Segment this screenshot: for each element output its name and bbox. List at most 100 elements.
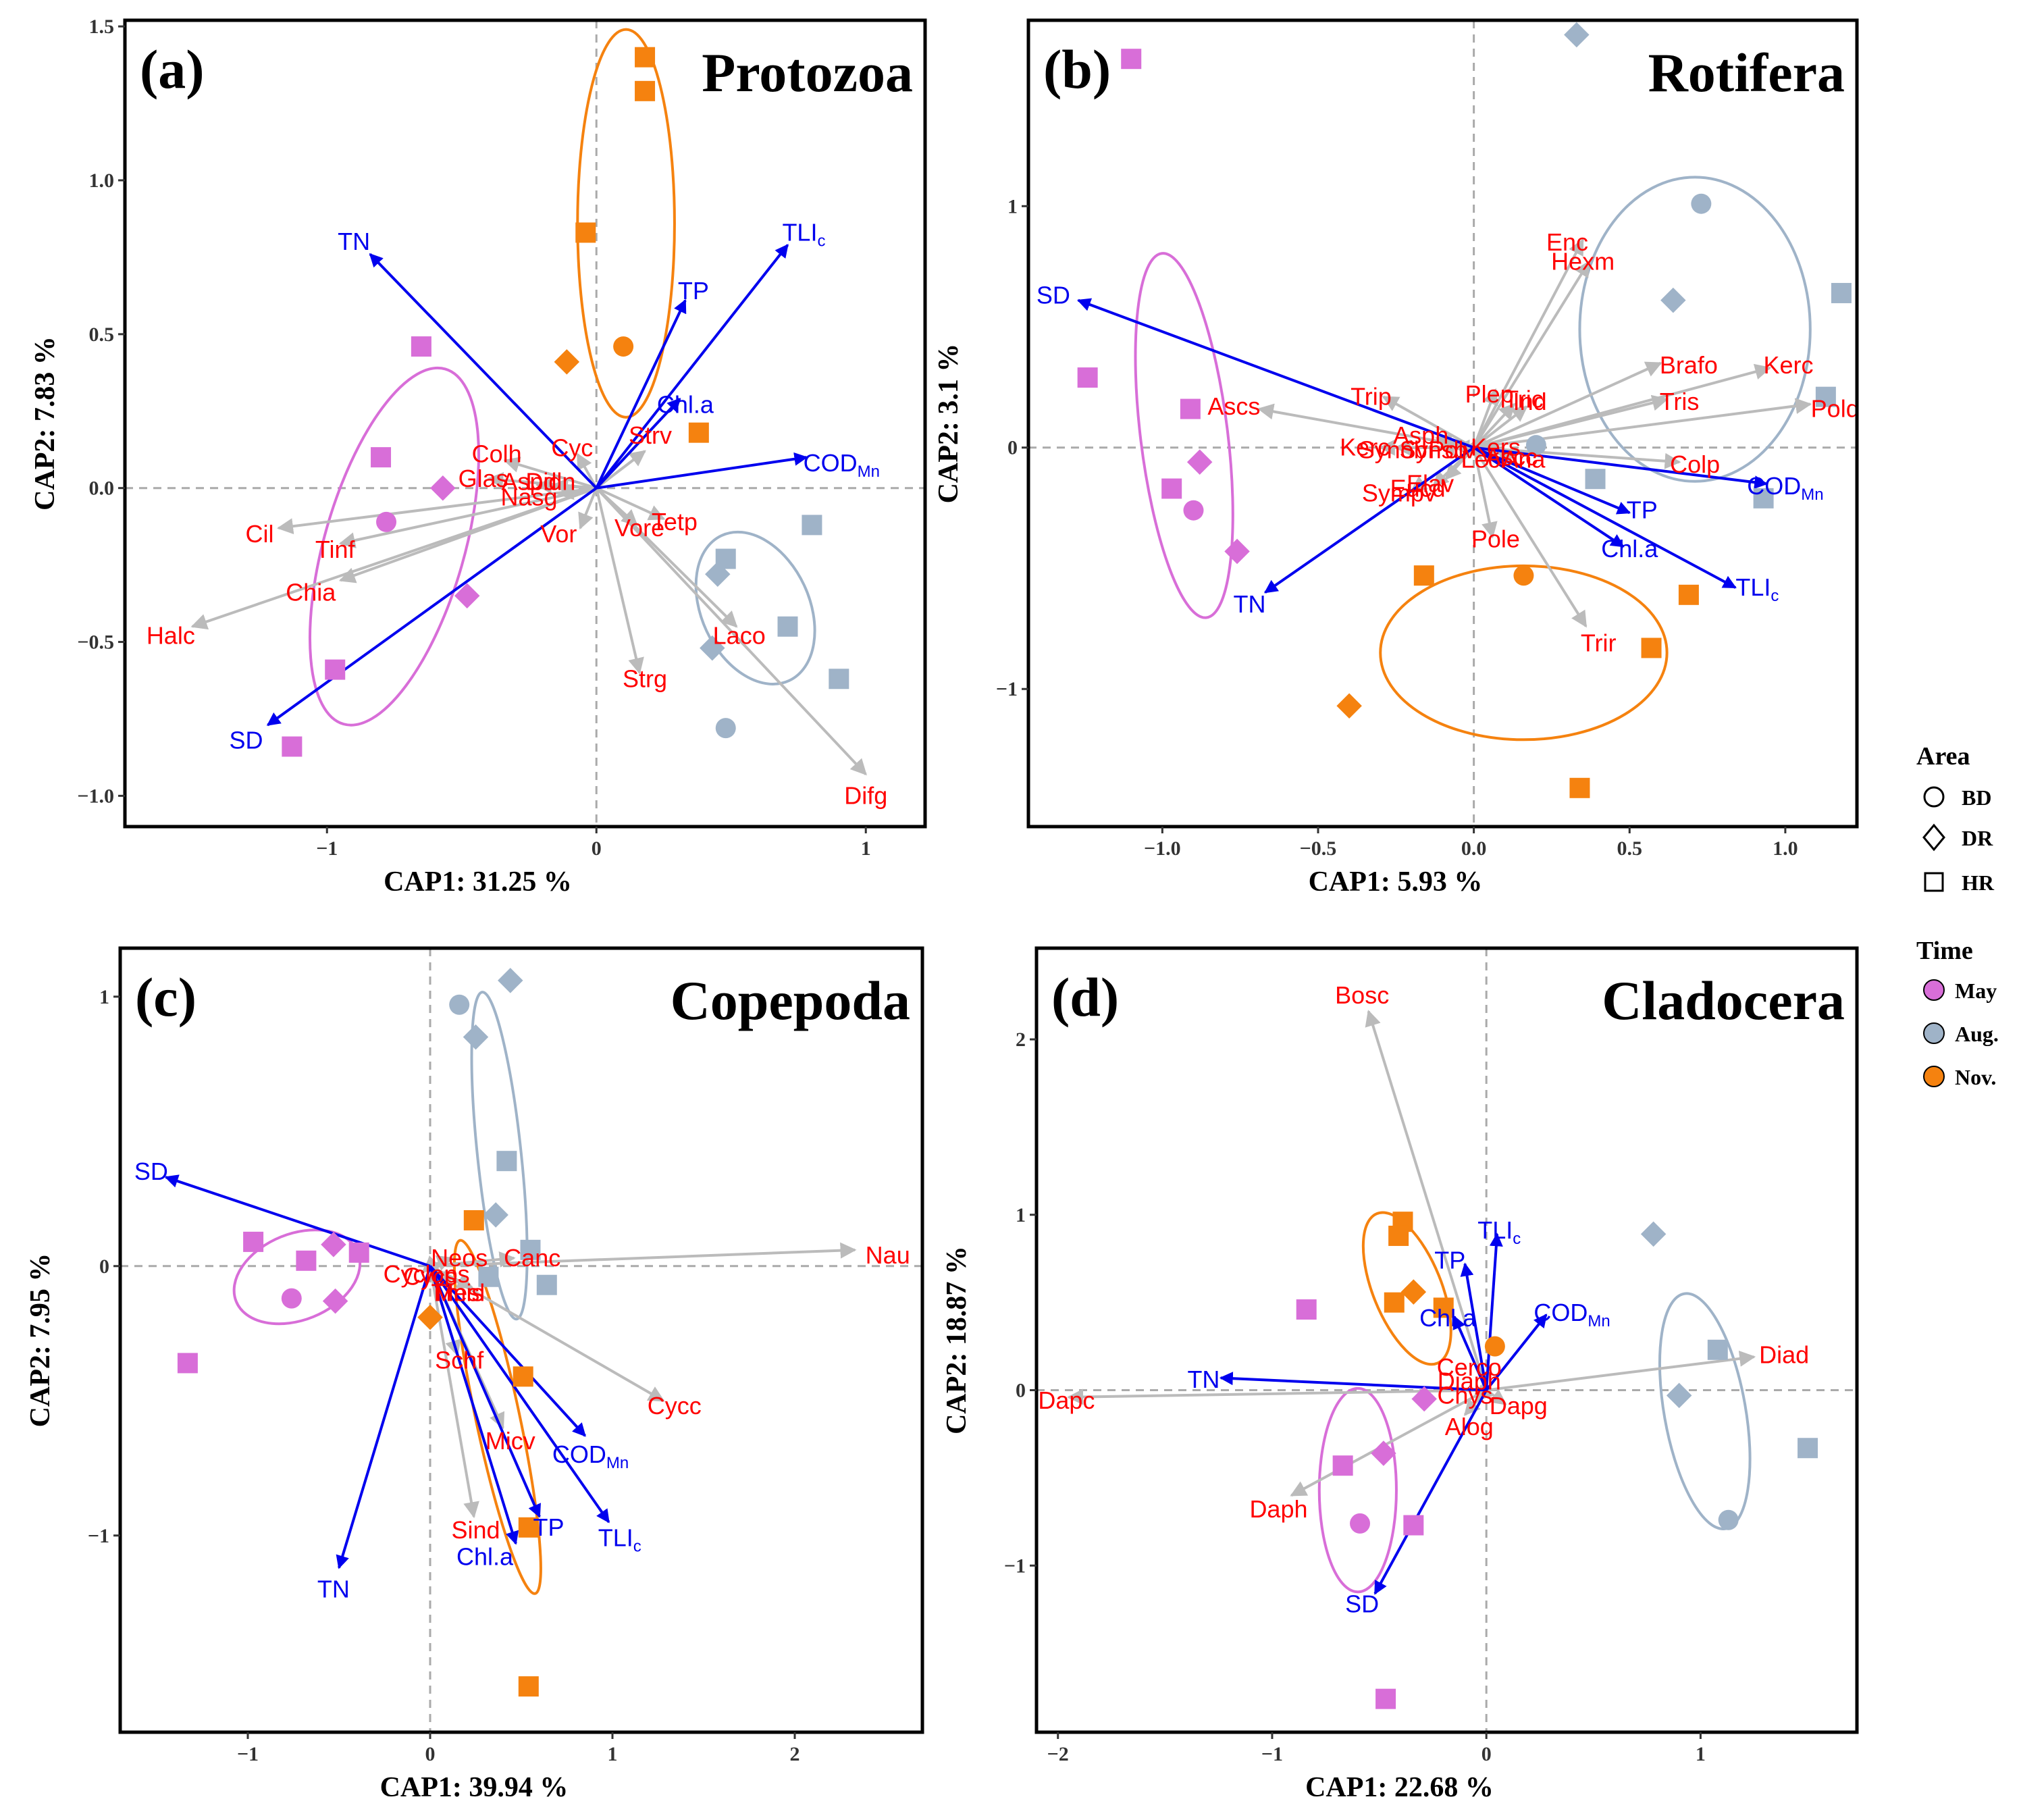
panel-a-xtick-label-0: −1 <box>316 837 338 860</box>
panel-a-y-axis-label: CAP2: 7.83 % <box>30 336 61 511</box>
panel-d-species-arrow-1 <box>1067 1388 1487 1405</box>
panel-c-point-5 <box>520 1239 541 1260</box>
panel-d-sample-points <box>1296 1212 1818 1709</box>
panel-a-point-17 <box>700 635 725 661</box>
panel-d-point-3 <box>1384 1292 1405 1313</box>
panel-b-point-14 <box>1753 488 1774 509</box>
legend-time-may: May <box>1955 979 1997 1003</box>
panel-c-species-label-7: Mesl <box>434 1279 485 1307</box>
panel-c-species-label-4: Cyclops <box>384 1260 470 1288</box>
panel-c-xtick-label-1: 0 <box>425 1743 436 1765</box>
panel-b-env-label-main-0: SD <box>1037 282 1070 309</box>
panel-a-env-label-3: Chl.a <box>657 391 714 419</box>
panel-d-xtick-label-0: −2 <box>1047 1743 1069 1765</box>
panel-a-point-16 <box>777 616 798 637</box>
panel-d-label: (d) <box>1051 966 1119 1028</box>
panel-c-env-arrow-5 <box>429 1265 610 1524</box>
panel-a-env-arrow-3 <box>595 398 681 490</box>
panel-d-species-label-8: Alog <box>1445 1413 1494 1440</box>
panel-b-env-label-main-3: TP <box>1627 496 1658 524</box>
panel-a-species-arrow-0 <box>277 486 597 535</box>
panel-b-ellipse-1 <box>1578 176 1812 483</box>
panel-d-zero-lines <box>1037 948 1857 1732</box>
panel-a-env-label-0: TN <box>338 228 370 255</box>
panel-b-env-label-sub-5: c <box>1771 587 1779 605</box>
panel-d-env-arrow-4 <box>1485 1314 1548 1391</box>
panel-c-point-13 <box>322 1288 348 1314</box>
panel-c-point-6 <box>478 1266 499 1287</box>
panel-d-env-arrow-0 <box>1219 1372 1487 1392</box>
panel-a-env-label-sub-4: Mn <box>858 463 880 481</box>
panel-c-env-label-5: TLIc <box>598 1524 641 1556</box>
panel-c-point-18 <box>518 1517 539 1538</box>
panel-a-species-arrow-1 <box>338 486 597 548</box>
panel-c-xtick-label-0: −1 <box>237 1743 259 1765</box>
panel-d-point-17 <box>1718 1509 1739 1530</box>
panel-b-env-label-3: TP <box>1627 496 1658 524</box>
panel-c-ellipses <box>232 991 542 1595</box>
panel-b-env-arrow-5 <box>1473 446 1737 589</box>
panel-d-env-label-3: Chl.a <box>1419 1304 1477 1332</box>
panel-c-species-label-8: Schf <box>435 1346 484 1374</box>
panel-d-ellipse-0 <box>1361 1211 1452 1366</box>
panel-b-species-label-0: Enc <box>1546 228 1588 256</box>
panel-c-ytick-label-2: 1 <box>99 986 109 1008</box>
panel-a-env-arrow-5 <box>266 487 598 727</box>
panel-a-species-label-4: Colh <box>472 440 522 468</box>
legend-square-icon <box>1924 872 1944 892</box>
panel-c-species-label-5: Cycs <box>403 1263 457 1291</box>
panel-b-species-label-12: Asph <box>1393 421 1448 449</box>
panel-a-point-8 <box>635 80 656 101</box>
panel-c-env-label-main-3: Chl.a <box>456 1543 514 1571</box>
panel-a-env-arrows <box>266 244 808 727</box>
panel-a-env-label-2: TP <box>678 277 709 305</box>
panel-a-point-18 <box>829 669 849 690</box>
panel-d-env-label-main-5: SD <box>1345 1590 1379 1617</box>
panel-a-point-7 <box>635 47 656 68</box>
panel-d-point-1 <box>1388 1225 1409 1246</box>
panel-c-point-14 <box>177 1353 198 1374</box>
panel-d-ytick-label-2: 1 <box>1016 1204 1026 1226</box>
panel-b-point-8 <box>1691 193 1712 214</box>
panel-b-env-label-5: TLIc <box>1735 573 1779 605</box>
panel-b-species-label-16: Polv <box>1428 436 1475 463</box>
panel-a-species-arrow-4 <box>503 457 597 490</box>
panel-a-species-label-3: Halc <box>147 621 195 649</box>
panel-d-env-arrow-3 <box>1452 1315 1488 1391</box>
legend-circle-icon <box>1923 786 1945 808</box>
panel-b-species-label-14: Synob <box>1359 436 1427 463</box>
panel-b-species-arrow-6 <box>1472 388 1498 448</box>
panel-a-species-arrow-13 <box>596 486 666 521</box>
panel-a-species-label-1: Tinf <box>315 536 356 563</box>
panel-a-point-19 <box>715 718 736 739</box>
panel-b-env-arrow-4 <box>1473 446 1625 548</box>
panel-a-point-12 <box>688 422 709 443</box>
panel-b-env-arrow-3 <box>1473 446 1631 515</box>
panel-b-species-label-7: Tric <box>1504 385 1544 413</box>
panel-a-env-arrow-1 <box>595 244 789 489</box>
panel-b-species-label-21: Elav <box>1407 469 1454 497</box>
panel-b-env-label-main-2: COD <box>1747 472 1801 500</box>
panel-c-species-label-0: Nau <box>866 1241 910 1269</box>
panel-d-point-6 <box>1296 1299 1317 1320</box>
panel-b-xtick-label-0: −1.0 <box>1144 837 1181 860</box>
panel-d-species-label-1: Dapc <box>1038 1386 1095 1414</box>
panel-d-point-7 <box>1411 1386 1437 1412</box>
panel-b-species-label-19: Ascc <box>1485 443 1538 471</box>
panel-a-species-label-11: Vor <box>540 520 577 548</box>
panel-b-species-arrow-4 <box>1473 394 1669 449</box>
legend-area-bd: BD <box>1962 785 1991 810</box>
panel-b-env-label-main-1: TN <box>1234 590 1266 618</box>
panel-a-point-6 <box>282 736 303 757</box>
panel-b-species-label-20: Ana <box>1502 446 1546 473</box>
panel-d-env-label-main-0: TN <box>1187 1366 1220 1393</box>
panel-a-env-label-main-3: Chl.a <box>657 391 714 419</box>
panel-d-env-label-4: CODMn <box>1533 1299 1610 1330</box>
panel-a-species-label-8: Nasg <box>500 483 557 511</box>
panel-b-xtick-label-2: 0.0 <box>1461 837 1487 860</box>
panel-c-ellipse-1 <box>470 991 529 1321</box>
panel-c-species-label-10: Sind <box>451 1516 500 1544</box>
